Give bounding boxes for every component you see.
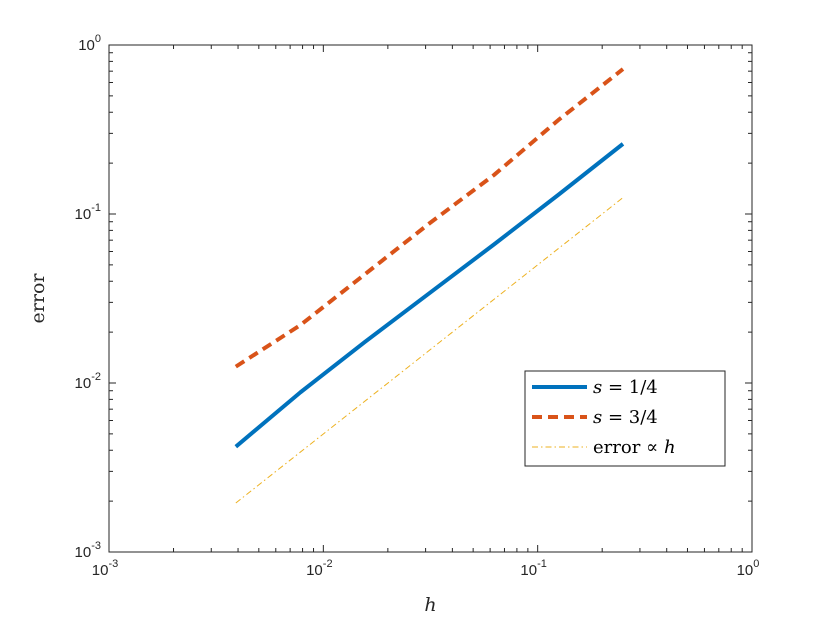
x-axis-label: h: [424, 594, 436, 616]
x-tick-label: 10-3: [92, 558, 118, 579]
ticks-layer: [108, 44, 753, 553]
legend-label-0: s = 1/4: [593, 377, 658, 398]
y-tick-label: 10-1: [75, 202, 101, 223]
tick-labels: 10-3 10-2 10-1 100 10-3 10-2 10-1 100: [75, 33, 760, 579]
y-tick-label: 100: [78, 33, 101, 54]
plot-area: [109, 45, 752, 552]
series-line-2: [235, 197, 624, 504]
legend-label-2: error ∝ h: [593, 437, 676, 458]
plot-frame: [108, 44, 753, 553]
x-tick-label: 100: [737, 558, 760, 579]
y-tick-label: 10-3: [75, 540, 101, 561]
legend-label-1: s = 3/4: [593, 407, 658, 428]
x-tick-label: 10-1: [520, 558, 546, 579]
y-axis-label: error: [27, 273, 49, 324]
y-tick-label: 10-2: [75, 371, 101, 392]
series-line-0: [234, 142, 625, 449]
series-layer: [234, 67, 625, 504]
x-tick-label: 10-2: [306, 558, 332, 579]
legend: s = 1/4 s = 3/4 error ∝ h: [524, 370, 726, 467]
series-line-1: [234, 67, 625, 369]
